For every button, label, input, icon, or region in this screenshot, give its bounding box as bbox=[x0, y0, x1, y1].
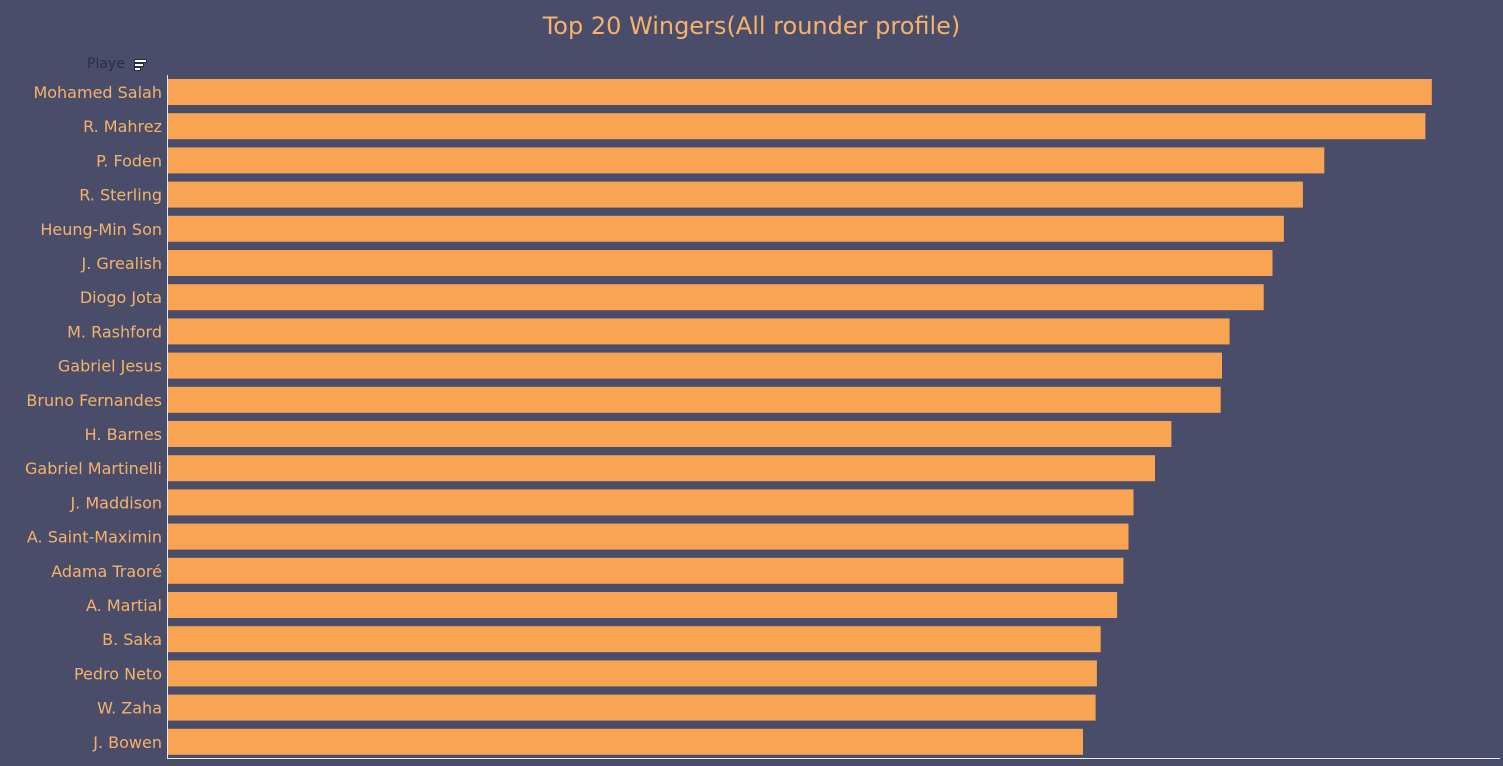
bar[interactable] bbox=[168, 455, 1155, 482]
bar[interactable] bbox=[168, 181, 1303, 208]
bar[interactable] bbox=[168, 489, 1134, 516]
bar[interactable] bbox=[168, 215, 1284, 242]
bar[interactable] bbox=[168, 557, 1124, 584]
category-label: Pedro Neto bbox=[74, 664, 162, 683]
bar[interactable] bbox=[168, 523, 1129, 550]
chart-title: Top 20 Wingers(All rounder profile) bbox=[542, 12, 961, 40]
category-label: Mohamed Salah bbox=[33, 83, 162, 102]
bar[interactable] bbox=[168, 79, 1432, 105]
bar[interactable] bbox=[168, 728, 1083, 755]
category-label: W. Zaha bbox=[97, 699, 162, 718]
category-label: H. Barnes bbox=[85, 425, 162, 444]
bar[interactable] bbox=[168, 113, 1426, 140]
category-label: Gabriel Martinelli bbox=[25, 459, 162, 478]
bar[interactable] bbox=[168, 386, 1221, 413]
bar[interactable] bbox=[168, 250, 1273, 276]
bar[interactable] bbox=[168, 147, 1325, 174]
bar[interactable] bbox=[168, 352, 1222, 379]
category-label: R. Mahrez bbox=[83, 117, 162, 136]
category-label: A. Martial bbox=[86, 596, 162, 615]
category-label: J. Grealish bbox=[80, 254, 162, 273]
bar[interactable] bbox=[168, 660, 1097, 687]
category-label: J. Maddison bbox=[69, 493, 162, 512]
bar[interactable] bbox=[168, 421, 1172, 447]
bar[interactable] bbox=[168, 318, 1230, 345]
category-label: Bruno Fernandes bbox=[26, 391, 162, 410]
category-label: Diogo Jota bbox=[80, 288, 162, 307]
bar[interactable] bbox=[168, 694, 1096, 721]
category-label: Heung-Min Son bbox=[40, 220, 162, 239]
category-label: Gabriel Jesus bbox=[58, 357, 162, 376]
category-label: P. Foden bbox=[96, 151, 162, 170]
category-label: M. Rashford bbox=[67, 322, 162, 341]
bar[interactable] bbox=[168, 592, 1118, 618]
bar[interactable] bbox=[168, 626, 1101, 653]
category-label: A. Saint-Maximin bbox=[27, 528, 162, 547]
category-label: J. Bowen bbox=[92, 733, 162, 752]
sort-icon[interactable] bbox=[134, 59, 147, 71]
category-label: B. Saka bbox=[102, 630, 162, 649]
bar[interactable] bbox=[168, 284, 1264, 311]
category-label: Adama Traoré bbox=[51, 562, 162, 581]
player-column-header[interactable]: Playe bbox=[87, 56, 125, 72]
category-label: R. Sterling bbox=[79, 186, 162, 205]
